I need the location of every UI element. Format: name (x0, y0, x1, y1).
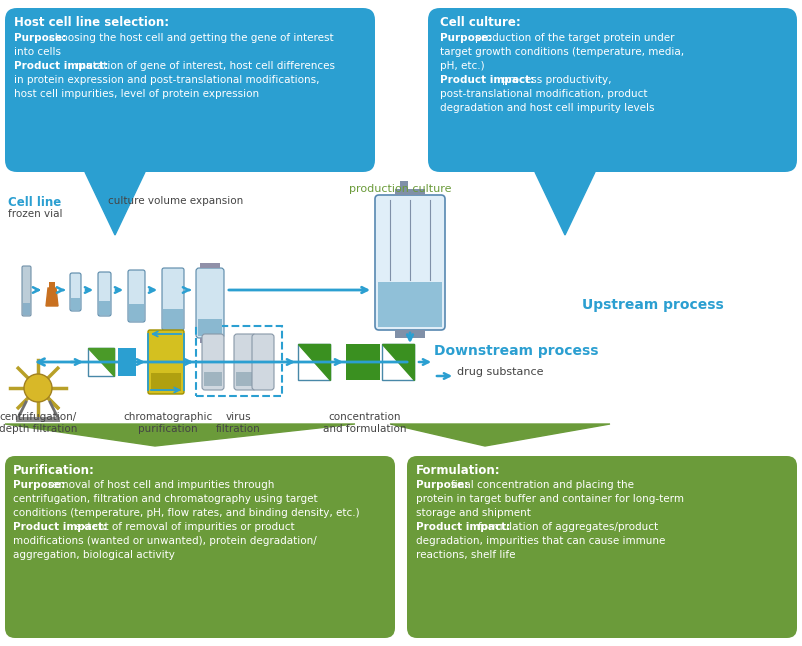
Text: centrifugation, filtration and chromatography using target: centrifugation, filtration and chromatog… (13, 494, 318, 504)
FancyBboxPatch shape (5, 456, 395, 638)
Text: choosing the host cell and getting the gene of interest: choosing the host cell and getting the g… (49, 33, 334, 43)
FancyBboxPatch shape (234, 334, 256, 390)
Text: protein in target buffer and container for long-term: protein in target buffer and container f… (416, 494, 684, 504)
Bar (200, 338, 220, 343)
FancyBboxPatch shape (162, 268, 184, 330)
Text: Purification:: Purification: (13, 464, 95, 477)
Bar (378, 282, 442, 327)
Text: Purpose:: Purpose: (14, 33, 70, 43)
Text: drug substance: drug substance (457, 367, 544, 377)
Text: production of the target protein under: production of the target protein under (475, 33, 674, 43)
Text: mutation of gene of interest, host cell differences: mutation of gene of interest, host cell … (76, 61, 335, 71)
Text: Upstream process: Upstream process (582, 298, 723, 312)
Text: conditions (temperature, pH, flow rates, and binding density, etc.): conditions (temperature, pH, flow rates,… (13, 508, 359, 518)
Text: into cells: into cells (14, 47, 61, 57)
Text: final concentration and placing the: final concentration and placing the (451, 480, 634, 490)
Polygon shape (88, 348, 114, 376)
Text: host cell impurities, level of protein expression: host cell impurities, level of protein e… (14, 89, 259, 99)
Text: degradation and host cell impurity levels: degradation and host cell impurity level… (440, 103, 654, 113)
Bar (382, 344, 414, 380)
Bar (163, 309, 183, 329)
Polygon shape (535, 172, 595, 235)
Text: post-translational modification, product: post-translational modification, product (440, 89, 647, 99)
Text: Product impact:: Product impact: (13, 522, 111, 532)
Bar (236, 372, 254, 386)
Text: chromatographic
purification: chromatographic purification (124, 412, 213, 433)
Text: process productivity,: process productivity, (502, 75, 612, 85)
Text: formulation of aggregates/product: formulation of aggregates/product (479, 522, 658, 532)
Bar (198, 319, 222, 336)
Bar (23, 303, 30, 315)
Bar (298, 344, 330, 380)
FancyBboxPatch shape (128, 270, 145, 322)
Bar (204, 372, 222, 386)
Bar (129, 304, 144, 321)
Text: extent of removal of impurities or product: extent of removal of impurities or produ… (75, 522, 295, 532)
Text: Cell culture:: Cell culture: (440, 16, 520, 29)
FancyBboxPatch shape (22, 266, 31, 316)
Text: Product impact:: Product impact: (440, 75, 538, 85)
Bar (71, 298, 80, 310)
Bar (196, 326, 282, 396)
Polygon shape (382, 344, 414, 380)
FancyBboxPatch shape (70, 273, 81, 311)
Text: reactions, shelf life: reactions, shelf life (416, 550, 516, 560)
Bar (400, 181, 408, 189)
Text: Product impact:: Product impact: (14, 61, 111, 71)
FancyBboxPatch shape (202, 334, 224, 390)
FancyBboxPatch shape (148, 330, 184, 394)
Text: storage and shipment: storage and shipment (416, 508, 531, 518)
Bar (395, 189, 425, 195)
Text: production culture: production culture (349, 184, 452, 194)
Text: target growth conditions (temperature, media,: target growth conditions (temperature, m… (440, 47, 684, 57)
Text: Formulation:: Formulation: (416, 464, 500, 477)
Bar (118, 348, 136, 376)
Text: concentration
and formulation: concentration and formulation (323, 412, 407, 433)
Text: Cell line: Cell line (8, 196, 61, 209)
FancyBboxPatch shape (196, 268, 224, 338)
Text: aggregation, biological activity: aggregation, biological activity (13, 550, 175, 560)
Text: pH, etc.): pH, etc.) (440, 61, 484, 71)
Polygon shape (85, 172, 145, 235)
Bar (49, 282, 55, 288)
Text: Purpose:: Purpose: (13, 480, 69, 490)
Text: Purpose:: Purpose: (416, 480, 472, 490)
Circle shape (24, 374, 52, 402)
Text: virus
filtration: virus filtration (216, 412, 261, 433)
Polygon shape (5, 424, 355, 446)
Bar (88, 348, 114, 376)
Text: degradation, impurities that can cause immune: degradation, impurities that can cause i… (416, 536, 666, 546)
Polygon shape (298, 344, 330, 380)
Polygon shape (390, 424, 610, 446)
Text: centrifugation/
depth filtration: centrifugation/ depth filtration (0, 412, 77, 433)
Text: removal of host cell and impurities through: removal of host cell and impurities thro… (48, 480, 274, 490)
Bar (16, 417, 60, 422)
FancyBboxPatch shape (407, 456, 797, 638)
FancyBboxPatch shape (428, 8, 797, 172)
Bar (346, 344, 380, 380)
Text: in protein expression and post-translational modifications,: in protein expression and post-translati… (14, 75, 319, 85)
Polygon shape (46, 288, 58, 306)
Bar (200, 263, 220, 268)
Text: Host cell line selection:: Host cell line selection: (14, 16, 169, 29)
FancyBboxPatch shape (375, 195, 445, 330)
Text: Purpose:: Purpose: (440, 33, 496, 43)
Text: modifications (wanted or unwanted), protein degradation/: modifications (wanted or unwanted), prot… (13, 536, 317, 546)
Text: culture volume expansion: culture volume expansion (108, 196, 243, 206)
Text: Product impact:: Product impact: (416, 522, 514, 532)
FancyBboxPatch shape (252, 334, 274, 390)
Text: frozen vial: frozen vial (8, 209, 63, 219)
Bar (99, 301, 110, 315)
Bar (395, 330, 425, 338)
Bar (151, 373, 181, 391)
FancyBboxPatch shape (98, 272, 111, 316)
Text: Downstream process: Downstream process (434, 344, 598, 358)
FancyBboxPatch shape (5, 8, 375, 172)
